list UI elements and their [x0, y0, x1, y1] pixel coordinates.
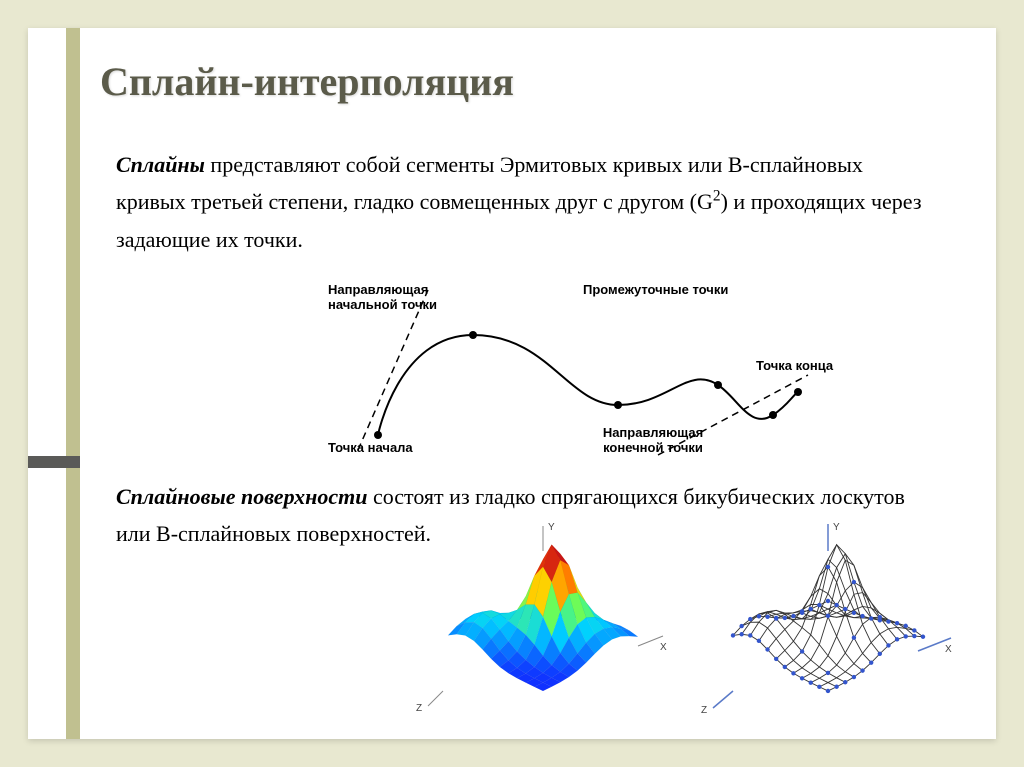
accent-horizontal-bar: [28, 456, 80, 468]
label-end-dir: Направляющая конечной точки: [588, 425, 718, 455]
label-mid-points: Промежуточные точки: [583, 282, 728, 297]
control-points-group: [374, 331, 802, 439]
spline-curve-diagram: Направляющая начальной точки Промежуточн…: [318, 280, 838, 470]
colored-surface-body: [448, 545, 638, 691]
axis-z-label-2: Z: [701, 705, 707, 716]
para2-lead: Сплайновые поверхности: [116, 484, 367, 509]
axis-y-label: Y: [548, 522, 555, 533]
para1-lead: Сплайны: [116, 152, 205, 177]
axis-z-label: Z: [416, 703, 422, 714]
surface-diagrams-row: Y X Z Y X Z: [408, 516, 968, 726]
label-end-point: Точка конца: [756, 358, 833, 373]
colored-surface-diagram: Y X Z: [408, 516, 678, 716]
slide-title: Сплайн-интерполяция: [100, 58, 514, 105]
slide: Сплайн-интерполяция Сплайны представляют…: [28, 28, 996, 739]
spline-curve: [378, 335, 798, 435]
paragraph-splines: Сплайны представляют собой сегменты Эрми…: [116, 146, 936, 258]
label-start-dir: Направляющая начальной точки: [328, 282, 478, 312]
axis-x-label-2: X: [945, 644, 952, 655]
axis-y-label-2: Y: [833, 522, 840, 533]
wireframe-surface-diagram: Y X Z: [693, 516, 963, 716]
start-tangent-line: [358, 290, 428, 450]
accent-vertical-bar: [66, 28, 80, 739]
wireframe-nodes: [731, 565, 925, 693]
axis-x-label: X: [660, 642, 667, 653]
label-start-point: Точка начала: [328, 440, 413, 455]
para1-sup: 2: [713, 188, 721, 205]
